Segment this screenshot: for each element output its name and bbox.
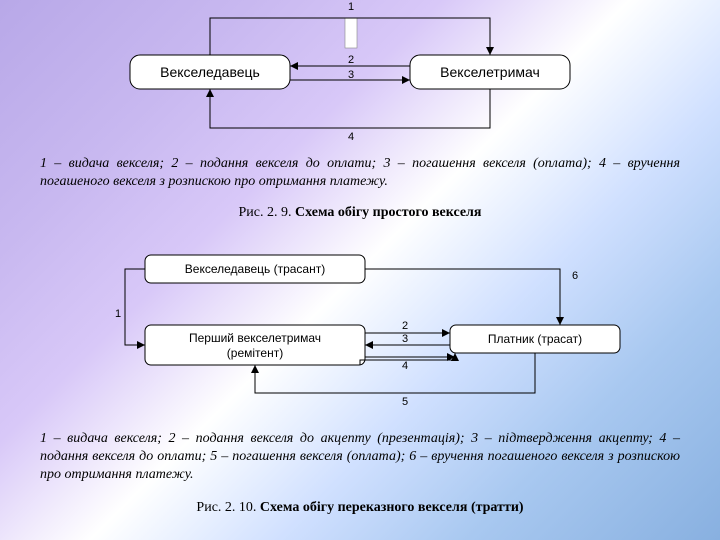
legend-1: 1 – видача векселя; 2 – подання векселя … xyxy=(40,155,680,191)
d2-edge-6-arrow xyxy=(556,317,564,325)
figure-1-label: Рис. 2. 9. xyxy=(239,205,296,220)
d2-box-b-label2: (ремітент) xyxy=(227,346,283,360)
d1-edge-3-arrow xyxy=(402,76,410,84)
d2-edge-1-num: 1 xyxy=(115,308,121,320)
figure-1-bold: Схема обігу простого векселя xyxy=(295,205,481,220)
d2-box-c-label: Платник (трасат) xyxy=(488,332,582,346)
d1-box-left-label: Векселедавець xyxy=(160,64,260,80)
figure-1-title: Рис. 2. 9. Схема обігу простого векселя xyxy=(40,205,680,221)
d2-edge-1-arrow xyxy=(137,341,145,349)
d2-edge-3-num: 3 xyxy=(402,333,408,345)
d1-box-right-label: Векселетримач xyxy=(440,64,540,80)
d2-edge-6 xyxy=(365,269,560,325)
legend-2: 1 – видача векселя; 2 – подання векселя … xyxy=(40,430,680,485)
figure-2-title: Рис. 2. 10. Схема обігу переказного векс… xyxy=(40,500,680,516)
d2-box-b-label1: Перший векселетримач xyxy=(189,331,321,345)
d2-edge-5-arrow xyxy=(251,365,259,373)
d1-edge-2-arrow xyxy=(290,62,298,70)
d2-edge-3-arrow xyxy=(365,341,373,349)
d2-edge-2-num: 2 xyxy=(402,320,408,332)
d2-edge-2-arrow xyxy=(442,329,450,337)
diagram-2: Векселедавець (трасант) Перший векселетр… xyxy=(0,245,720,420)
d1-edge-2-num: 2 xyxy=(348,54,354,66)
d2-box-a-label: Векселедавець (трасант) xyxy=(185,262,325,276)
d1-edge-1-num: 1 xyxy=(348,1,354,13)
figure-2-bold: Схема обігу переказного векселя (тратти) xyxy=(260,500,524,515)
page: Векселедавець Векселетримач 1 2 3 4 1 – … xyxy=(0,0,720,540)
d2-edge-6-num: 6 xyxy=(572,270,578,282)
diagram-1: Векселедавець Векселетримач 1 2 3 4 xyxy=(0,0,720,150)
d2-edge-1 xyxy=(125,269,145,345)
d1-edge-3-num: 3 xyxy=(348,69,354,81)
d1-center-stub xyxy=(345,18,357,48)
d1-edge-4-arrow xyxy=(206,89,214,97)
d1-edge-4 xyxy=(210,89,490,128)
d1-edge-4-num: 4 xyxy=(348,131,354,143)
d1-edge-1-arrow xyxy=(486,47,494,55)
d2-edge-5-num: 5 xyxy=(402,396,408,408)
figure-2-label: Рис. 2. 10. xyxy=(196,500,260,515)
d2-edge-4-num: 4 xyxy=(402,360,408,372)
